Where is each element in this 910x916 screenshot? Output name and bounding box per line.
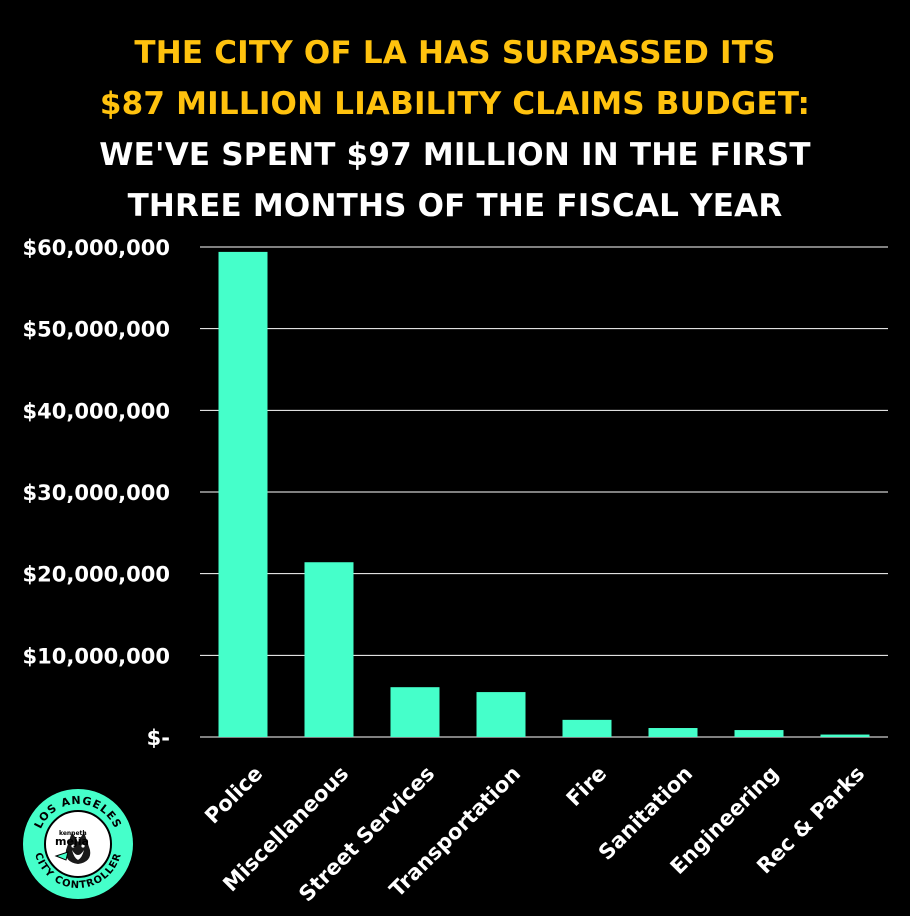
x-tick-label-police: Police — [200, 761, 267, 828]
x-tick-label-fire: Fire — [562, 761, 612, 811]
bar-fire — [562, 719, 612, 737]
bar-miscellaneous — [304, 562, 354, 737]
y-tick-label: $10,000,000 — [23, 644, 170, 668]
corgi-dog-icon — [54, 832, 91, 864]
chart-title: THE CITY OF LA HAS SURPASSED ITS $87 MIL… — [0, 28, 910, 232]
bar-street-services — [390, 687, 440, 737]
y-tick-label: $20,000,000 — [23, 563, 170, 587]
title-line-4: THREE MONTHS OF THE FISCAL YEAR — [127, 188, 783, 224]
bar-sanitation — [648, 728, 698, 737]
title-line-3: WE'VE SPENT $97 MILLION IN THE FIRST — [99, 137, 811, 173]
y-tick-label: $50,000,000 — [23, 318, 170, 342]
y-tick-label: $30,000,000 — [23, 481, 170, 505]
title-line-1: THE CITY OF LA HAS SURPASSED ITS — [134, 35, 776, 71]
logo-name: mejia — [55, 835, 89, 848]
logo-name-small: kenneth — [59, 830, 87, 837]
title-line-2: $87 MILLION LIABILITY CLAIMS BUDGET: — [99, 86, 811, 122]
bar-engineering — [734, 730, 784, 737]
bar-police — [218, 251, 268, 737]
bar-transportation — [476, 692, 526, 737]
gridlines — [200, 246, 888, 738]
bar-rec-and-parks — [820, 734, 870, 737]
y-axis-tick-labels: $- $10,000,000 $20,000,000 $30,000,000 $40,0… — [23, 236, 170, 750]
y-tick-label: $40,000,000 — [23, 399, 170, 423]
bars — [218, 251, 870, 737]
y-tick-label: $- — [147, 726, 170, 750]
city-controller-logo: LOS ANGELES CITY CONTROLLER kenneth meji… — [23, 789, 133, 899]
y-tick-label: $60,000,000 — [23, 236, 170, 260]
